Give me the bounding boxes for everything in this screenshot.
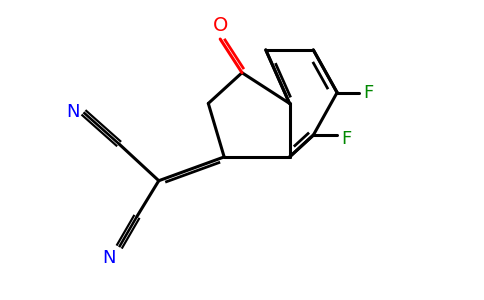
Text: N: N <box>103 249 116 267</box>
Text: O: O <box>212 16 228 35</box>
Text: F: F <box>363 83 373 101</box>
Text: F: F <box>341 130 351 148</box>
Text: N: N <box>66 103 79 122</box>
